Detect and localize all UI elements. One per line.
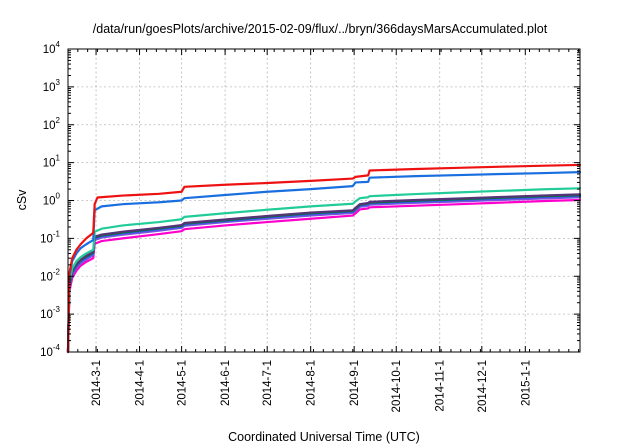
series-line (66, 196, 582, 354)
series-line (66, 171, 582, 354)
y-tick-labels: 10-4 10-3 10-2 10-1 100 101 102 103 104 (40, 40, 60, 359)
y-tick-label: 10-3 (40, 305, 60, 321)
x-tick-label: 2014-12-1 (477, 360, 489, 412)
series-line (66, 193, 582, 354)
y-tick-label: 103 (43, 78, 61, 94)
x-axis-label: Coordinated Universal Time (UTC) (228, 430, 420, 444)
x-tick-label: 2014-9-1 (349, 360, 361, 406)
x-tick-label: 2014-3-1 (91, 360, 103, 406)
y-tick-label: 10-4 (40, 343, 60, 359)
data-series (66, 163, 582, 354)
x-tick-labels: 2014-3-1 2014-4-1 2014-5-1 2014-6-1 2014-7-1… (91, 360, 532, 412)
y-tick-label: 10-2 (40, 267, 60, 283)
grid-lines (68, 49, 580, 352)
x-tick-label: 2014-10-1 (391, 360, 403, 412)
y-tick-label: 104 (43, 40, 61, 56)
x-tick-label: 2015-1-1 (520, 360, 532, 406)
y-axis-label: cSv (15, 189, 29, 211)
y-tick-label: 102 (43, 116, 61, 132)
series-line (66, 163, 582, 354)
y-tick-label: 10-1 (40, 229, 60, 245)
series-line (66, 198, 582, 354)
chart-title: /data/run/goesPlots/archive/2015-02-09/f… (93, 22, 548, 36)
x-tick-label: 2014-7-1 (262, 360, 274, 406)
x-tick-label: 2014-11-1 (435, 360, 447, 412)
x-tick-label: 2014-8-1 (306, 360, 318, 406)
y-tick-label: 100 (43, 192, 61, 208)
x-tick-label: 2014-6-1 (220, 360, 232, 406)
x-tick-label: 2014-4-1 (135, 360, 147, 406)
series-line (66, 187, 582, 354)
y-tick-label: 101 (43, 154, 61, 170)
axis-ticks (68, 48, 580, 353)
x-tick-label: 2014-5-1 (177, 360, 189, 406)
series-line (66, 194, 582, 354)
